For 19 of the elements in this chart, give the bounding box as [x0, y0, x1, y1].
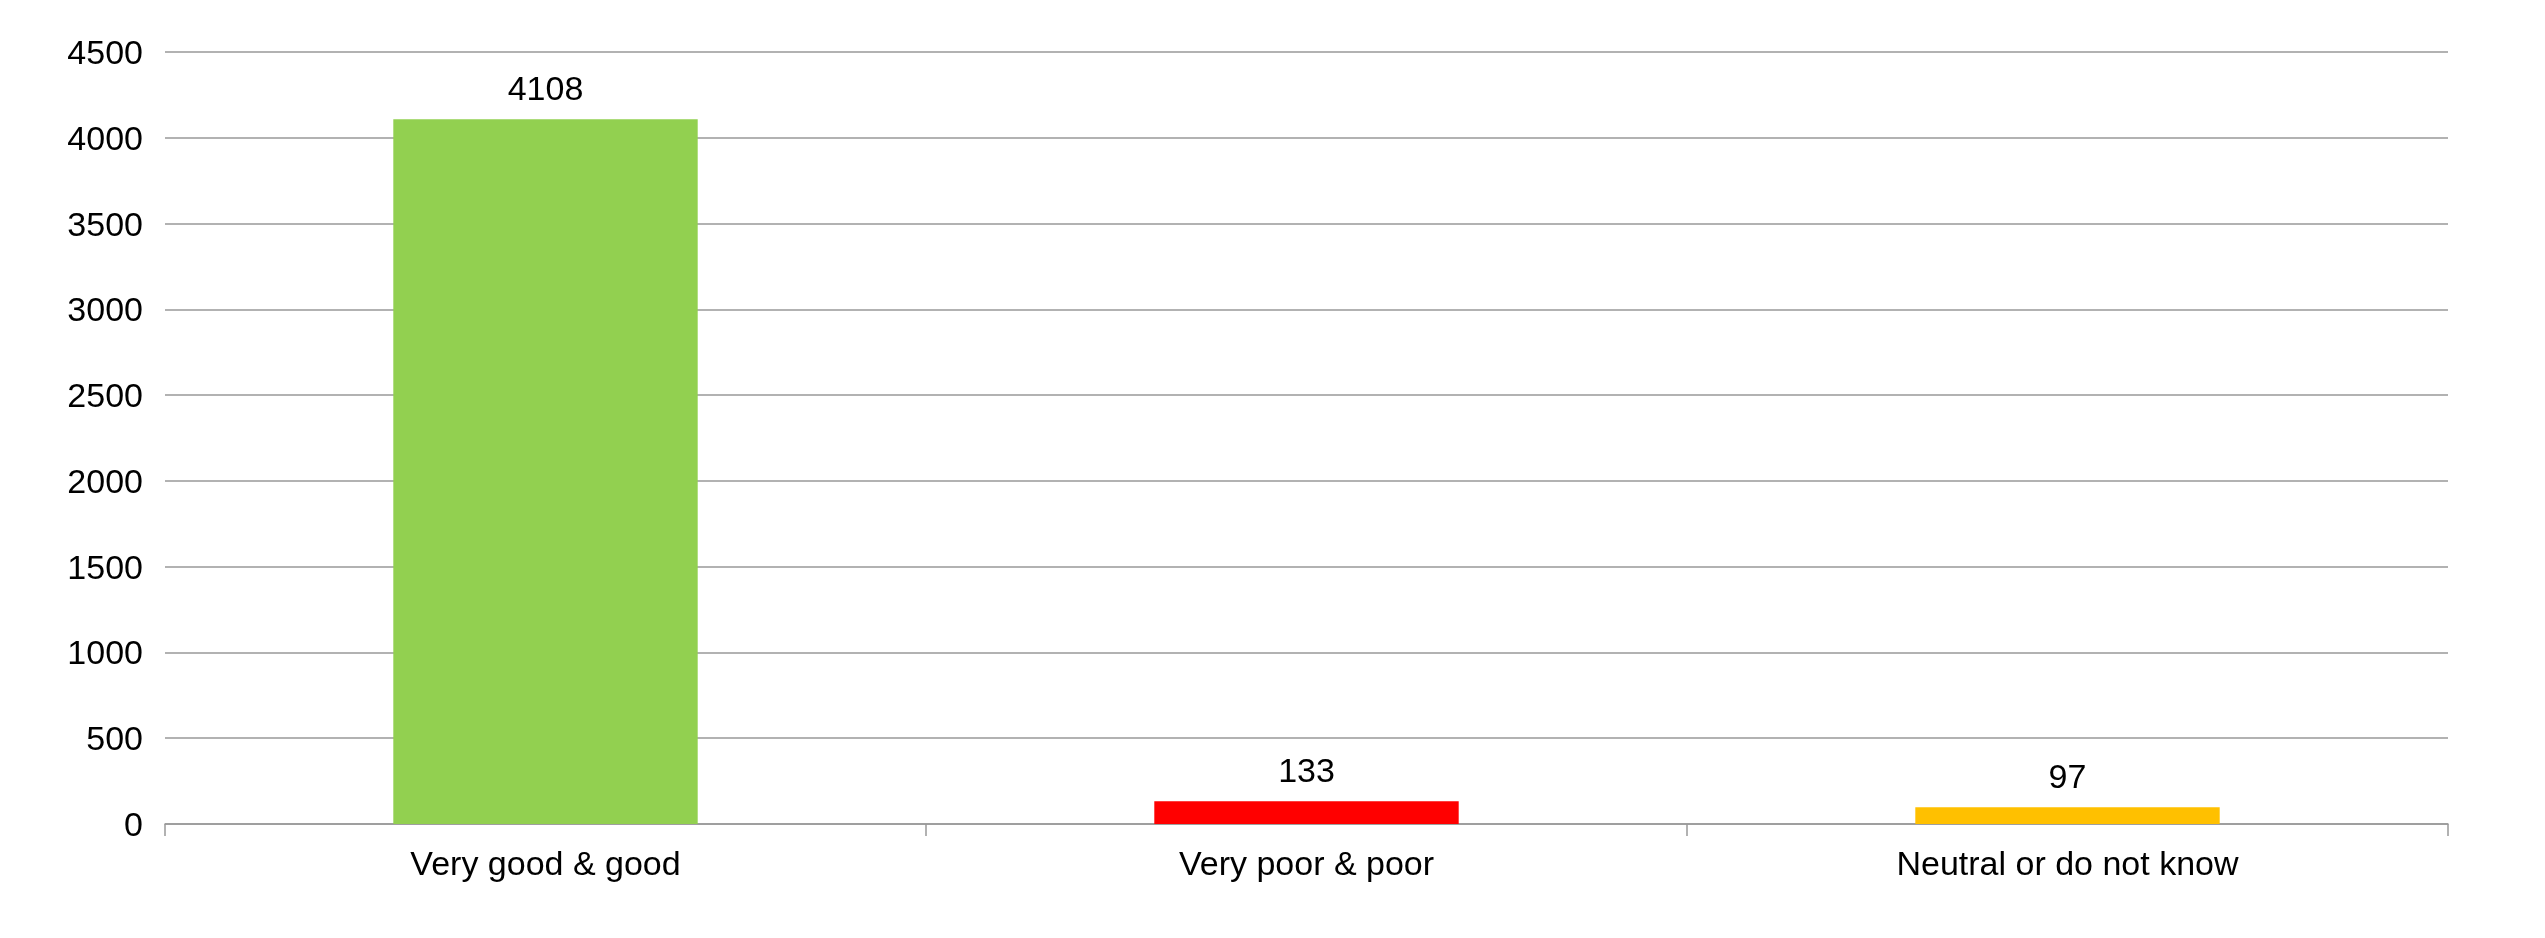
- bar: [1915, 807, 2220, 824]
- y-tick-label: 2500: [67, 376, 143, 415]
- y-tick-label: 500: [86, 719, 143, 758]
- y-tick-label: 1500: [67, 547, 143, 586]
- data-label: 4108: [507, 69, 584, 108]
- bar: [1154, 801, 1459, 824]
- y-tick-label: 0: [124, 805, 143, 843]
- y-tick-label: 4500: [67, 33, 143, 71]
- x-tick-label: Very poor & poor: [1178, 844, 1435, 882]
- y-tick-label: 3000: [67, 290, 143, 329]
- data-label: 133: [1278, 751, 1335, 790]
- y-tick-label: 1000: [67, 633, 143, 672]
- y-tick-label: 4000: [67, 118, 143, 157]
- x-tick-label: Very good & good: [410, 844, 681, 882]
- data-label: 97: [2048, 757, 2087, 796]
- bar: [393, 119, 698, 824]
- y-tick-label: 2000: [67, 461, 143, 500]
- x-tick-label: Neutral or do not know: [1896, 844, 2239, 882]
- y-tick-label: 3500: [67, 204, 143, 243]
